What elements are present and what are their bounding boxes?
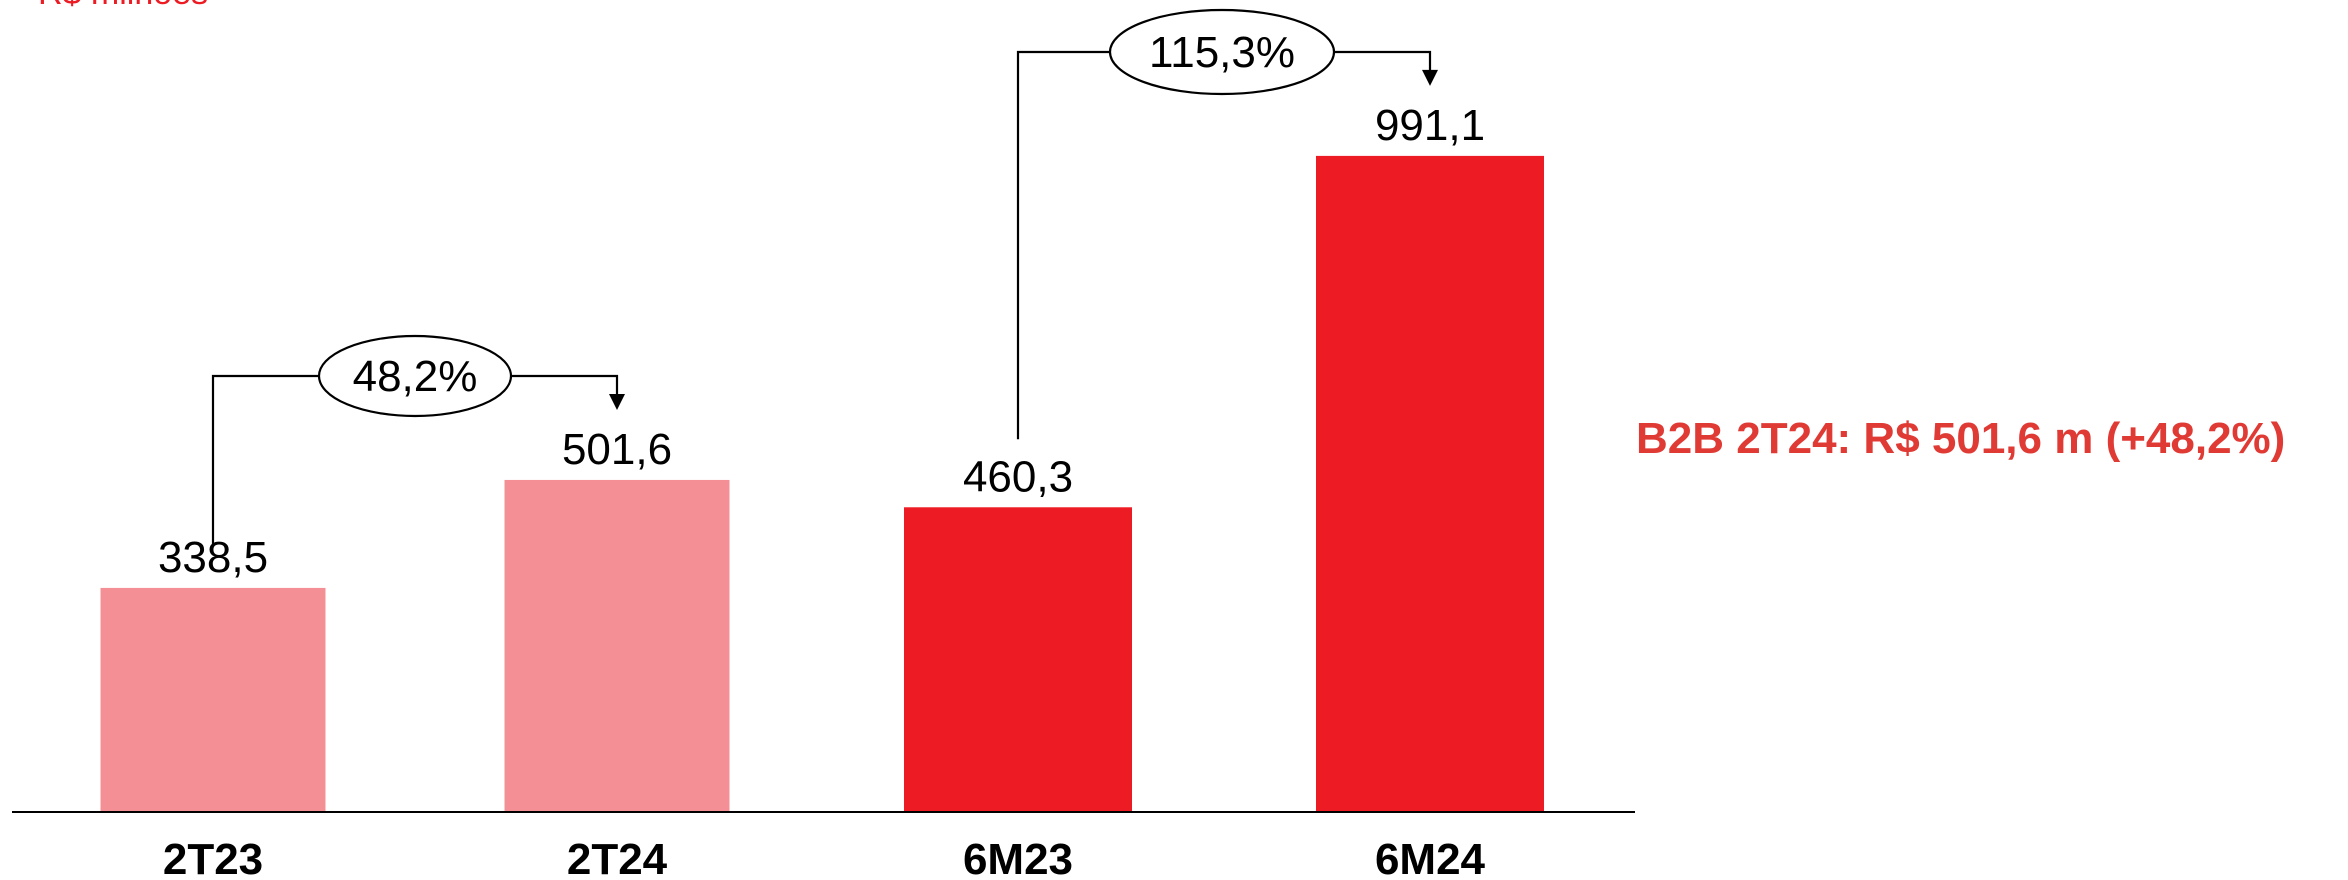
bar-2t24: [504, 479, 730, 812]
value-label-6m24: 991,1: [1375, 101, 1485, 150]
value-label-2t24: 501,6: [562, 425, 672, 474]
arrow-down-icon: [1422, 69, 1438, 86]
growth-bracket-right: [511, 374, 619, 396]
growth-annotation-2: 115,3%: [1016, 8, 1438, 440]
growth-label: 115,3%: [1149, 28, 1295, 77]
growth-bracket-left: [211, 374, 319, 544]
value-label-2t23: 338,5: [158, 533, 268, 582]
category-label-2t23: 2T23: [163, 835, 263, 880]
value-label-6m23: 460,3: [963, 452, 1073, 501]
b2b-summary-note: B2B 2T24: R$ 501,6 m (+48,2%): [1636, 414, 2286, 463]
category-label-2t24: 2T24: [567, 835, 668, 880]
category-label-6m24: 6M24: [1375, 835, 1486, 880]
arrow-down-icon: [609, 393, 625, 410]
unit-label: R$ milhões: [38, 0, 208, 13]
bar-6m23: [904, 507, 1132, 812]
growth-annotation-1: 48,2%: [211, 334, 625, 544]
category-label-6m23: 6M23: [963, 835, 1073, 880]
growth-bracket-right: [1334, 50, 1432, 72]
bar-2t23: [100, 587, 326, 812]
growth-bracket-left: [1016, 50, 1110, 440]
growth-oval: [317, 334, 513, 418]
growth-oval: [1108, 8, 1336, 96]
bar-6m24: [1316, 155, 1544, 813]
growth-label: 48,2%: [353, 352, 478, 401]
